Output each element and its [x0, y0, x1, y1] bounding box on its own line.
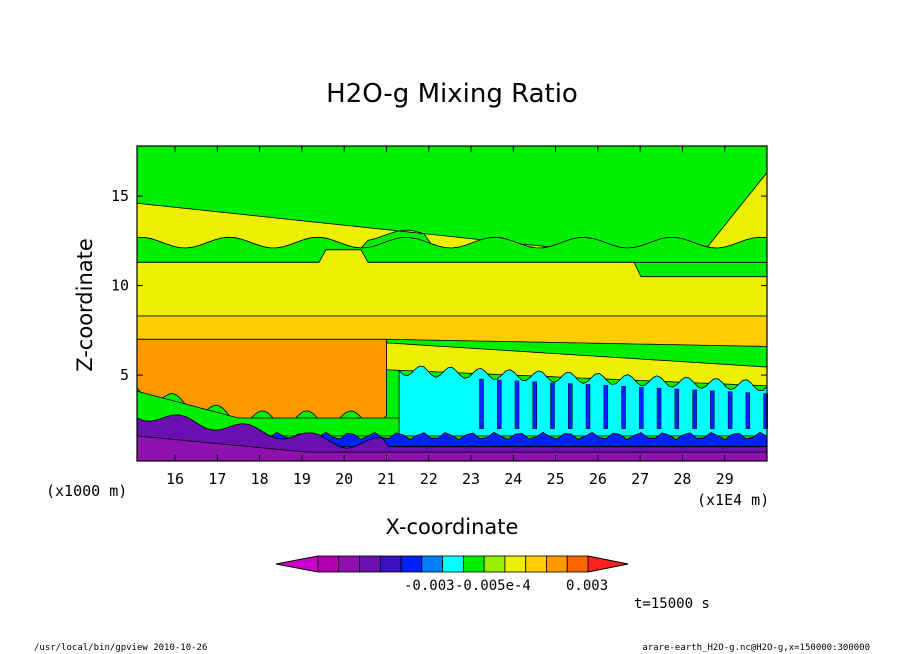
x-scale-label: (x1E4 m) — [697, 491, 769, 509]
streak — [514, 380, 520, 430]
band-orange — [136, 338, 387, 426]
streak — [550, 382, 555, 430]
streak — [656, 387, 662, 430]
streak — [496, 379, 502, 430]
streak — [745, 392, 751, 430]
x-tick-label: 23 — [462, 470, 480, 488]
colorbar-swatch — [525, 555, 547, 573]
streak — [692, 389, 697, 430]
footer-right: arare-earth_H2O-g.nc@H2O-g,x=150000:3000… — [642, 643, 870, 653]
streak — [710, 390, 715, 430]
colorbar-label-mid: -0.005e-4 — [455, 578, 531, 594]
streak — [621, 386, 626, 430]
colorbar-swatch — [379, 555, 402, 573]
x-tick-label: 16 — [166, 470, 184, 488]
x-axis-label: X-coordinate — [386, 515, 519, 539]
colorbar-label-high: 0.003 — [566, 578, 608, 594]
colorbar-right-arrow — [587, 555, 629, 573]
streak — [674, 388, 680, 430]
time-label: t=15000 s — [634, 596, 710, 612]
x-tick-label: 25 — [547, 470, 565, 488]
colorbar-swatch — [546, 555, 568, 573]
streak — [479, 378, 484, 430]
x-axis-ticks: 16 17 18 19 20 21 22 23 24 25 26 27 28 29 — [166, 146, 734, 488]
streak — [763, 393, 768, 430]
x-tick-label: 29 — [716, 470, 734, 488]
colorbar-swatch — [566, 555, 589, 573]
colorbar-swatch — [462, 555, 485, 573]
y-tick-label: 5 — [120, 366, 129, 384]
y-axis-ticks: 5 10 15 — [111, 187, 767, 384]
x-tick-label: 26 — [589, 470, 607, 488]
colorbar-swatch — [400, 555, 423, 573]
x-tick-label: 20 — [335, 470, 353, 488]
colorbar-swatch — [338, 555, 360, 573]
streak — [727, 391, 733, 430]
contour-field — [136, 146, 768, 462]
colorbar-swatch — [483, 555, 506, 573]
x-tick-label: 27 — [631, 470, 649, 488]
colorbar-swatch — [317, 555, 340, 573]
streak — [639, 386, 644, 430]
colorbar-swatch — [504, 555, 527, 573]
x-tick-label: 24 — [504, 470, 522, 488]
x-tick-label: 28 — [673, 470, 691, 488]
x-tick-label: 18 — [251, 470, 269, 488]
x-tick-label: 19 — [293, 470, 311, 488]
streak — [603, 385, 609, 430]
y-tick-label: 10 — [111, 277, 129, 295]
chart-title: H2O-g Mixing Ratio — [326, 79, 578, 109]
colorbar-swatch — [421, 555, 444, 573]
x-tick-label: 21 — [377, 470, 395, 488]
footer-left: /usr/local/bin/gpview 2010-10-26 — [34, 643, 207, 653]
x-unit-label: (x1000 m) — [46, 482, 127, 500]
colorbar-label-low: -0.003 — [404, 578, 455, 594]
y-tick-label: 15 — [111, 187, 129, 205]
streak — [585, 384, 591, 430]
colorbar — [275, 555, 629, 573]
streak — [532, 381, 538, 430]
colorbar-swatch — [359, 555, 381, 573]
plot-frame — [136, 145, 768, 462]
streak — [568, 383, 573, 430]
colorbar-swatch — [442, 555, 464, 573]
y-axis-label: Z-coordinate — [73, 238, 97, 372]
x-tick-label: 17 — [208, 470, 226, 488]
colorbar-left-arrow — [275, 555, 319, 573]
x-tick-label: 22 — [420, 470, 438, 488]
